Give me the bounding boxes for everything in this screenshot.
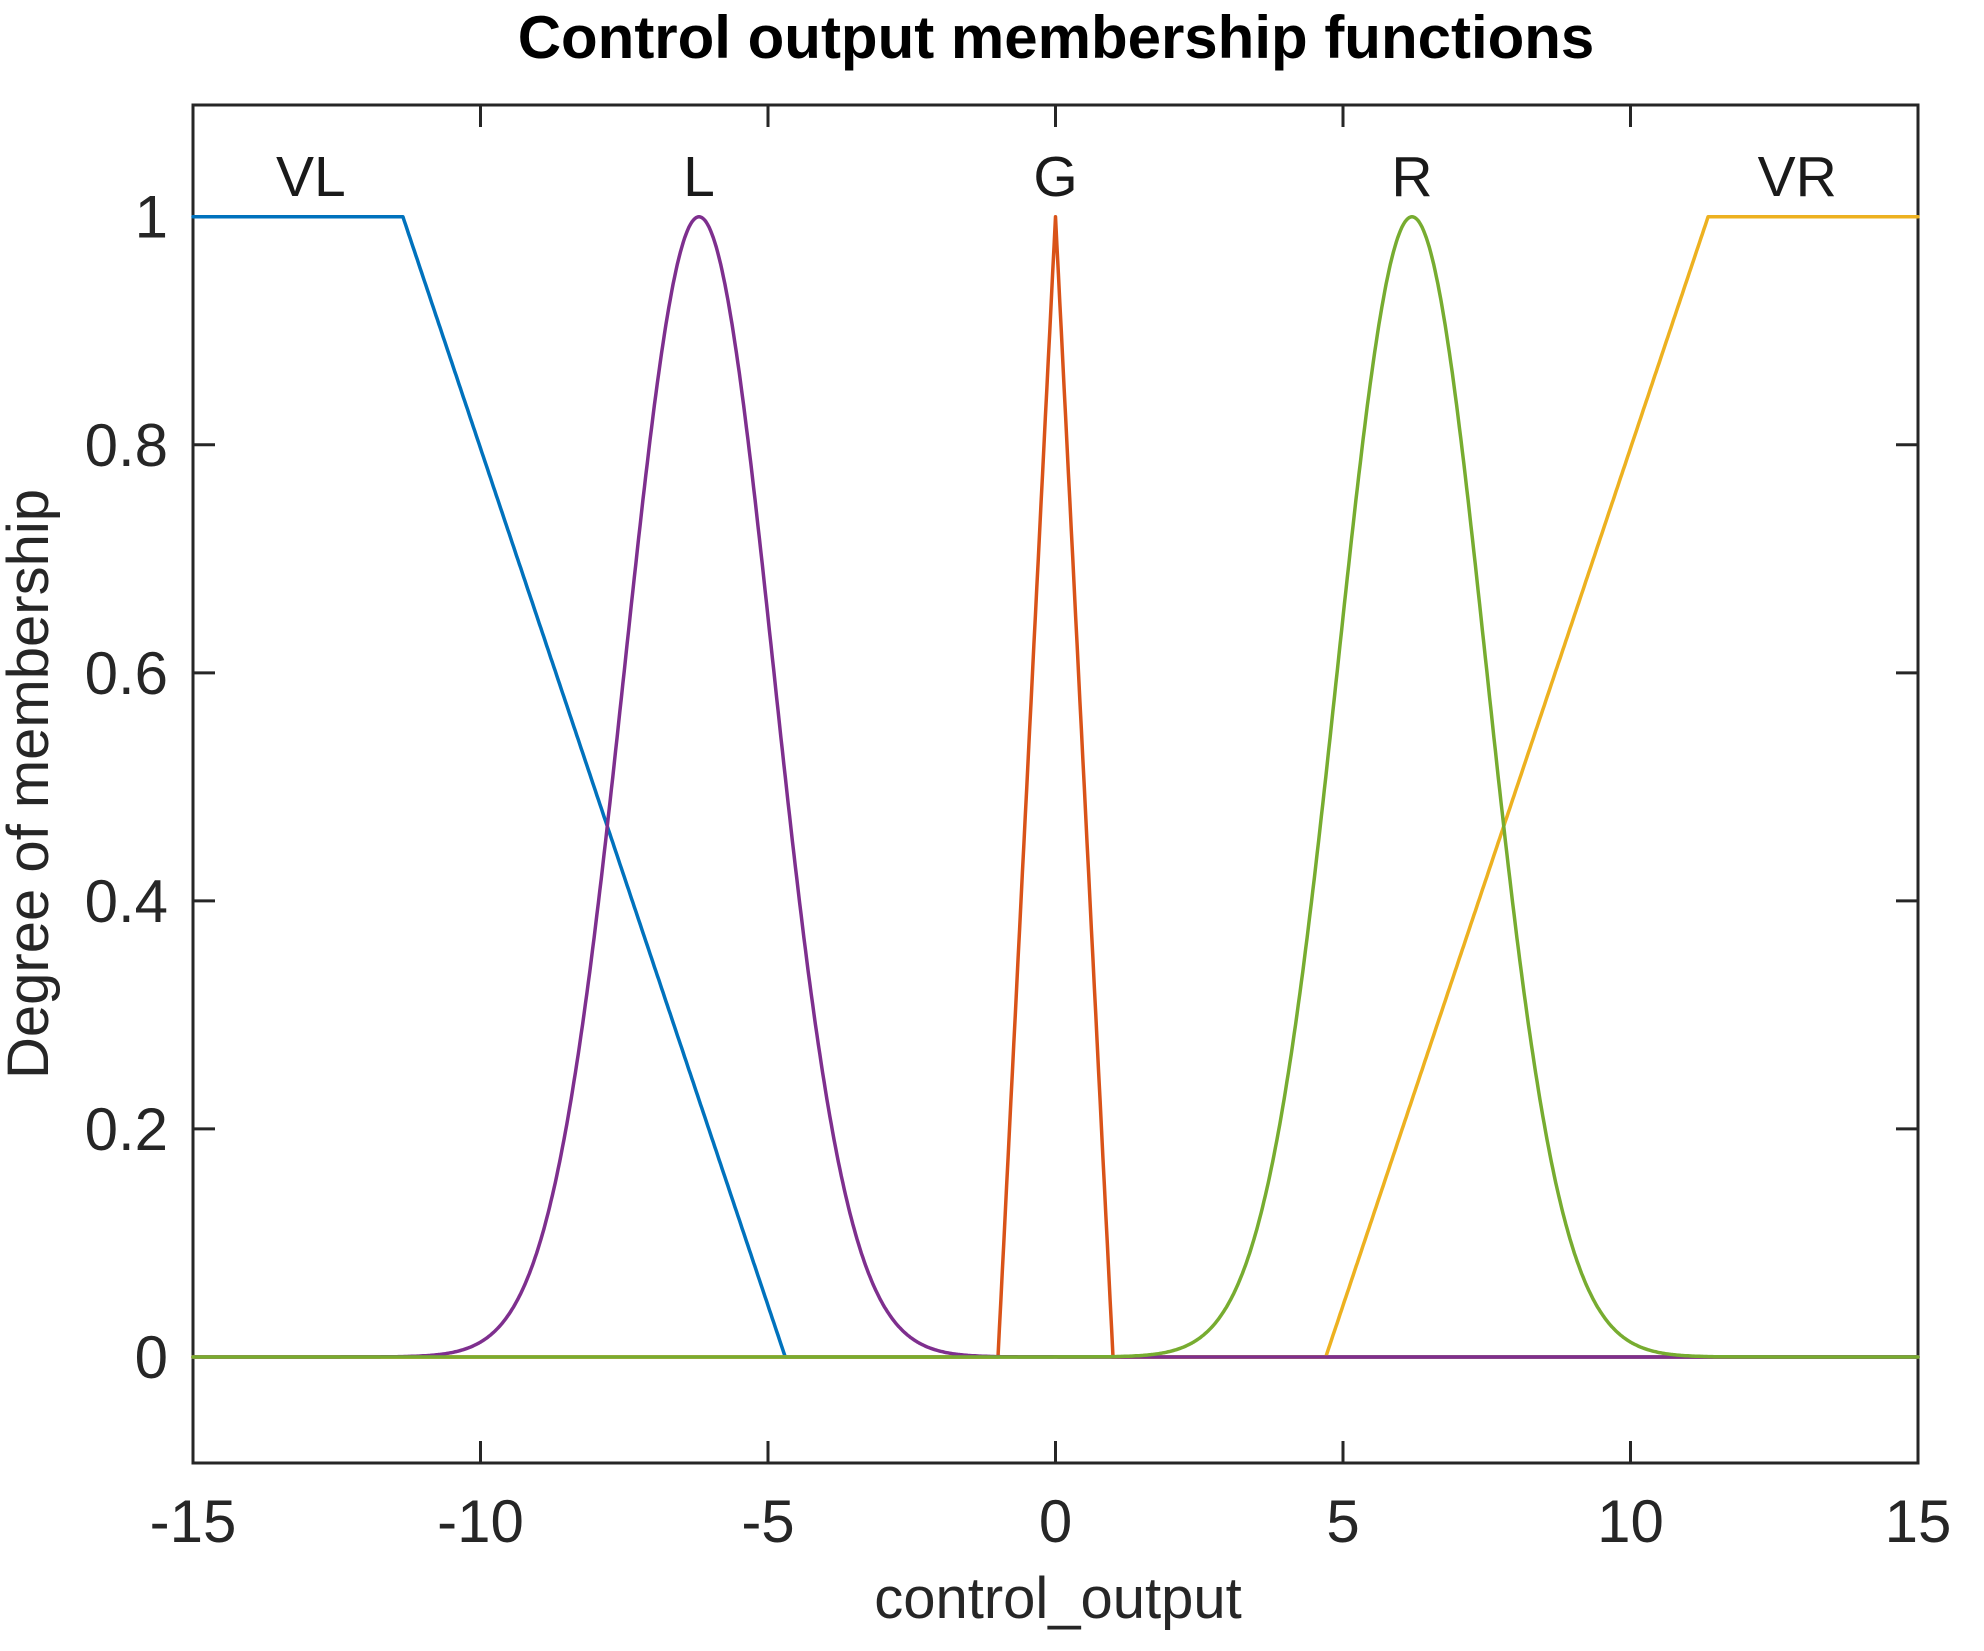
x-tick-label: 0 [1039, 1488, 1072, 1555]
x-tick-label: -5 [741, 1488, 794, 1555]
y-tick-label: 0.8 [85, 412, 168, 479]
curve-L [191, 214, 1920, 1359]
mf-label-L: L [683, 145, 715, 209]
plot-frame [191, 103, 1920, 1465]
x-tick-label: 5 [1326, 1488, 1359, 1555]
mf-label-G: G [1033, 145, 1077, 209]
curve-G [191, 214, 1920, 1359]
x-axis-label: control_output [874, 1566, 1242, 1631]
curves-group [191, 214, 1920, 1359]
mf-label-VL: VL [276, 145, 346, 209]
x-tick-label: -10 [437, 1488, 524, 1555]
y-tick-label: 0 [135, 1324, 168, 1391]
chart-title: Control output membership functions [518, 4, 1595, 71]
curve-VL [191, 214, 1920, 1359]
x-tick-label: -15 [150, 1488, 237, 1555]
x-tick-label: 15 [1885, 1488, 1952, 1555]
y-tick-label: 1 [135, 184, 168, 251]
curve-VR [191, 214, 1920, 1359]
mf-label-VR: VR [1758, 145, 1837, 209]
plot-frame-group [191, 103, 1920, 1465]
mf-labels-group: VL G VR L R [276, 145, 1837, 209]
tick-labels-group: -15 -10 -5 0 5 10 15 0 0.2 0.4 0.6 0.8 1 [85, 184, 1952, 1555]
y-axis-label: Degree of membership [0, 489, 61, 1079]
mf-label-R: R [1391, 145, 1432, 209]
x-tick-label: 10 [1597, 1488, 1664, 1555]
y-tick-label: 0.2 [85, 1096, 168, 1163]
curve-R [191, 214, 1920, 1359]
y-tick-label: 0.4 [85, 868, 168, 935]
y-tick-label: 0.6 [85, 640, 168, 707]
